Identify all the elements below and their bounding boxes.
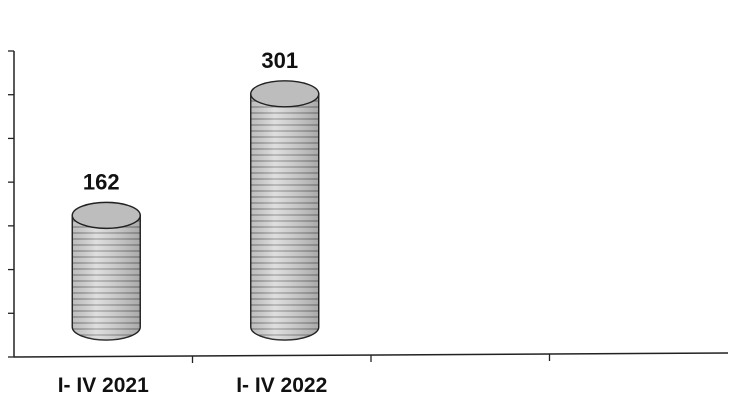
chart-labels: 162 I- IV 2021 301 I- IV 2022 — [58, 48, 328, 397]
data-label: 301 — [261, 48, 298, 73]
category-label: I- IV 2022 — [236, 374, 327, 397]
chart-bars — [71, 80, 320, 341]
bar — [250, 80, 320, 341]
chart-axes — [8, 50, 729, 363]
category-label: I- IV 2021 — [58, 374, 149, 397]
data-label: 162 — [83, 169, 120, 194]
bar — [71, 201, 141, 341]
